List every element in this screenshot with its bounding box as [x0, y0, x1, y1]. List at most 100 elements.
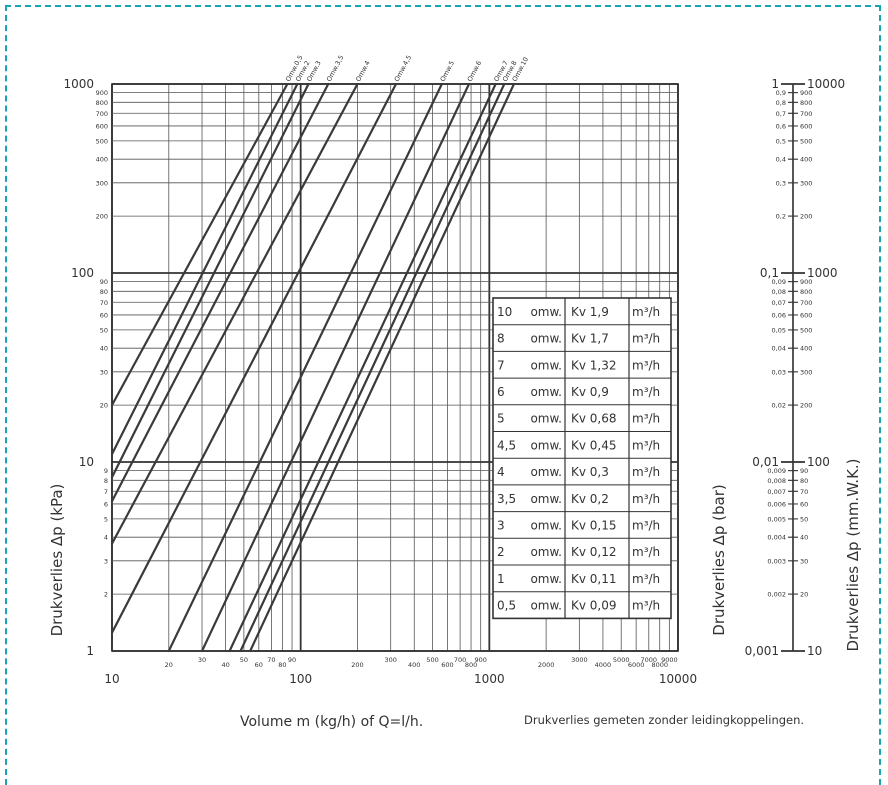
y-minor-tick-label: 600 [96, 122, 108, 130]
x-minor-tick-label: 300 [384, 656, 396, 664]
x-minor-tick-label: 600 [441, 661, 453, 669]
scale-major-label: 1 [771, 77, 779, 91]
y-minor-tick-label: 700 [96, 110, 108, 118]
x-minor-tick-label: 900 [474, 656, 486, 664]
dashed-frame [5, 5, 881, 785]
x-major-tick-label: 100 [289, 672, 312, 686]
y-minor-tick-label: 800 [96, 99, 108, 107]
series-line [249, 82, 516, 653]
scale-minor-label: 90 [800, 467, 808, 475]
scale-minor-label: 60 [800, 500, 808, 508]
scale-minor-label: 700 [800, 110, 812, 118]
scale-major-label: 10000 [807, 77, 845, 91]
scale-minor-label: 0,6 [776, 122, 786, 130]
scale-minor-label: 0,003 [767, 557, 786, 565]
y-minor-tick-label: 20 [100, 402, 108, 410]
kv-omw-value: 4,5 [497, 438, 516, 452]
kv-omw-unit: omw. [530, 545, 562, 559]
kv-omw-value: 6 [497, 385, 505, 399]
scale-minor-label: 900 [800, 278, 812, 286]
scale-minor-label: 0,09 [772, 278, 786, 286]
kv-omw-value: 10 [497, 305, 512, 319]
kv-omw-unit: omw. [530, 572, 562, 586]
kv-unit: m³/h [632, 412, 660, 426]
scale-major-label: 100 [807, 455, 830, 469]
scale-minor-label: 0,04 [772, 345, 786, 353]
x-minor-tick-label: 70 [267, 656, 275, 664]
kv-omw-unit: omw. [530, 412, 562, 426]
scale-minor-label: 50 [800, 515, 808, 523]
scale-minor-label: 400 [800, 156, 812, 164]
scale-minor-label: 70 [800, 488, 808, 496]
series-line [200, 82, 471, 653]
series-line [110, 82, 398, 634]
scale-minor-label: 0,07 [772, 299, 786, 307]
x-minor-tick-label: 800 [465, 661, 477, 669]
y-minor-tick-label: 9 [104, 467, 108, 475]
kv-omw-unit: omw. [530, 305, 562, 319]
scale-minor-label: 500 [800, 137, 812, 145]
kv-omw-value: 3 [497, 518, 505, 532]
kv-value: Kv 0,09 [571, 599, 617, 613]
kv-omw-value: 7 [497, 358, 505, 372]
scale-minor-label: 40 [800, 534, 808, 542]
bar-axis-label: Drukverlies Δp (bar) [710, 484, 728, 635]
kv-unit: m³/h [632, 572, 660, 586]
x-minor-tick-label: 8000 [651, 661, 668, 669]
scale-minor-label: 0,03 [772, 368, 786, 376]
series-line [110, 82, 299, 456]
kv-unit: m³/h [632, 358, 660, 372]
scale-minor-label: 300 [800, 179, 812, 187]
scale-minor-label: 0,008 [767, 477, 786, 485]
kv-unit: m³/h [632, 492, 660, 506]
y-minor-tick-label: 60 [100, 311, 108, 319]
scale-major-label: 0,01 [752, 455, 779, 469]
series-label: Omw.3,5 [325, 54, 345, 83]
kv-unit: m³/h [632, 518, 660, 532]
series-lines [110, 82, 516, 653]
y-major-tick-label: 1 [86, 644, 94, 658]
scale-minor-label: 0,5 [776, 137, 786, 145]
kv-omw-unit: omw. [530, 385, 562, 399]
kv-value: Kv 0,15 [571, 518, 617, 532]
y-minor-tick-label: 5 [104, 515, 108, 523]
x-minor-tick-label: 30 [198, 656, 206, 664]
kv-value: Kv 1,9 [571, 305, 609, 319]
kv-unit: m³/h [632, 305, 660, 319]
kv-omw-unit: omw. [530, 465, 562, 479]
scale-minor-label: 0,02 [772, 402, 786, 410]
scale-minor-label: 500 [800, 326, 812, 334]
series-label: Omw.6 [466, 59, 484, 83]
kv-unit: m³/h [632, 465, 660, 479]
scale-minor-label: 0,002 [767, 591, 786, 599]
scale-minor-label: 0,006 [767, 500, 786, 508]
y-minor-tick-label: 500 [96, 137, 108, 145]
scale-major-label: 0,001 [745, 644, 779, 658]
x-minor-tick-label: 500 [426, 656, 438, 664]
scale-minor-label: 80 [800, 477, 808, 485]
scale-minor-label: 0,009 [767, 467, 786, 475]
kv-unit: m³/h [632, 599, 660, 613]
scale-minor-label: 0,06 [772, 311, 786, 319]
y-minor-tick-label: 7 [104, 488, 108, 496]
x-minor-tick-label: 5000 [613, 656, 630, 664]
scale-minor-label: 700 [800, 299, 812, 307]
y-minor-tick-label: 900 [96, 89, 108, 97]
series-line [110, 82, 289, 407]
x-minor-tick-label: 60 [255, 661, 263, 669]
y-minor-tick-label: 40 [100, 345, 108, 353]
scale-minor-label: 0,005 [767, 515, 786, 523]
scale-minor-label: 900 [800, 89, 812, 97]
x-axis-label: Volume m (kg/h) of Q=l/h. [240, 714, 423, 730]
series-label: Omw.5 [439, 59, 457, 83]
kv-value: Kv 0,12 [571, 545, 617, 559]
scale-minor-label: 0,05 [772, 326, 786, 334]
series-label: Omw.4,5 [393, 54, 413, 83]
kv-omw-value: 0,5 [497, 599, 516, 613]
kv-omw-value: 3,5 [497, 492, 516, 506]
x-minor-tick-label: 200 [351, 661, 363, 669]
scale-major-label: 1000 [807, 266, 838, 280]
series-line [239, 82, 506, 653]
